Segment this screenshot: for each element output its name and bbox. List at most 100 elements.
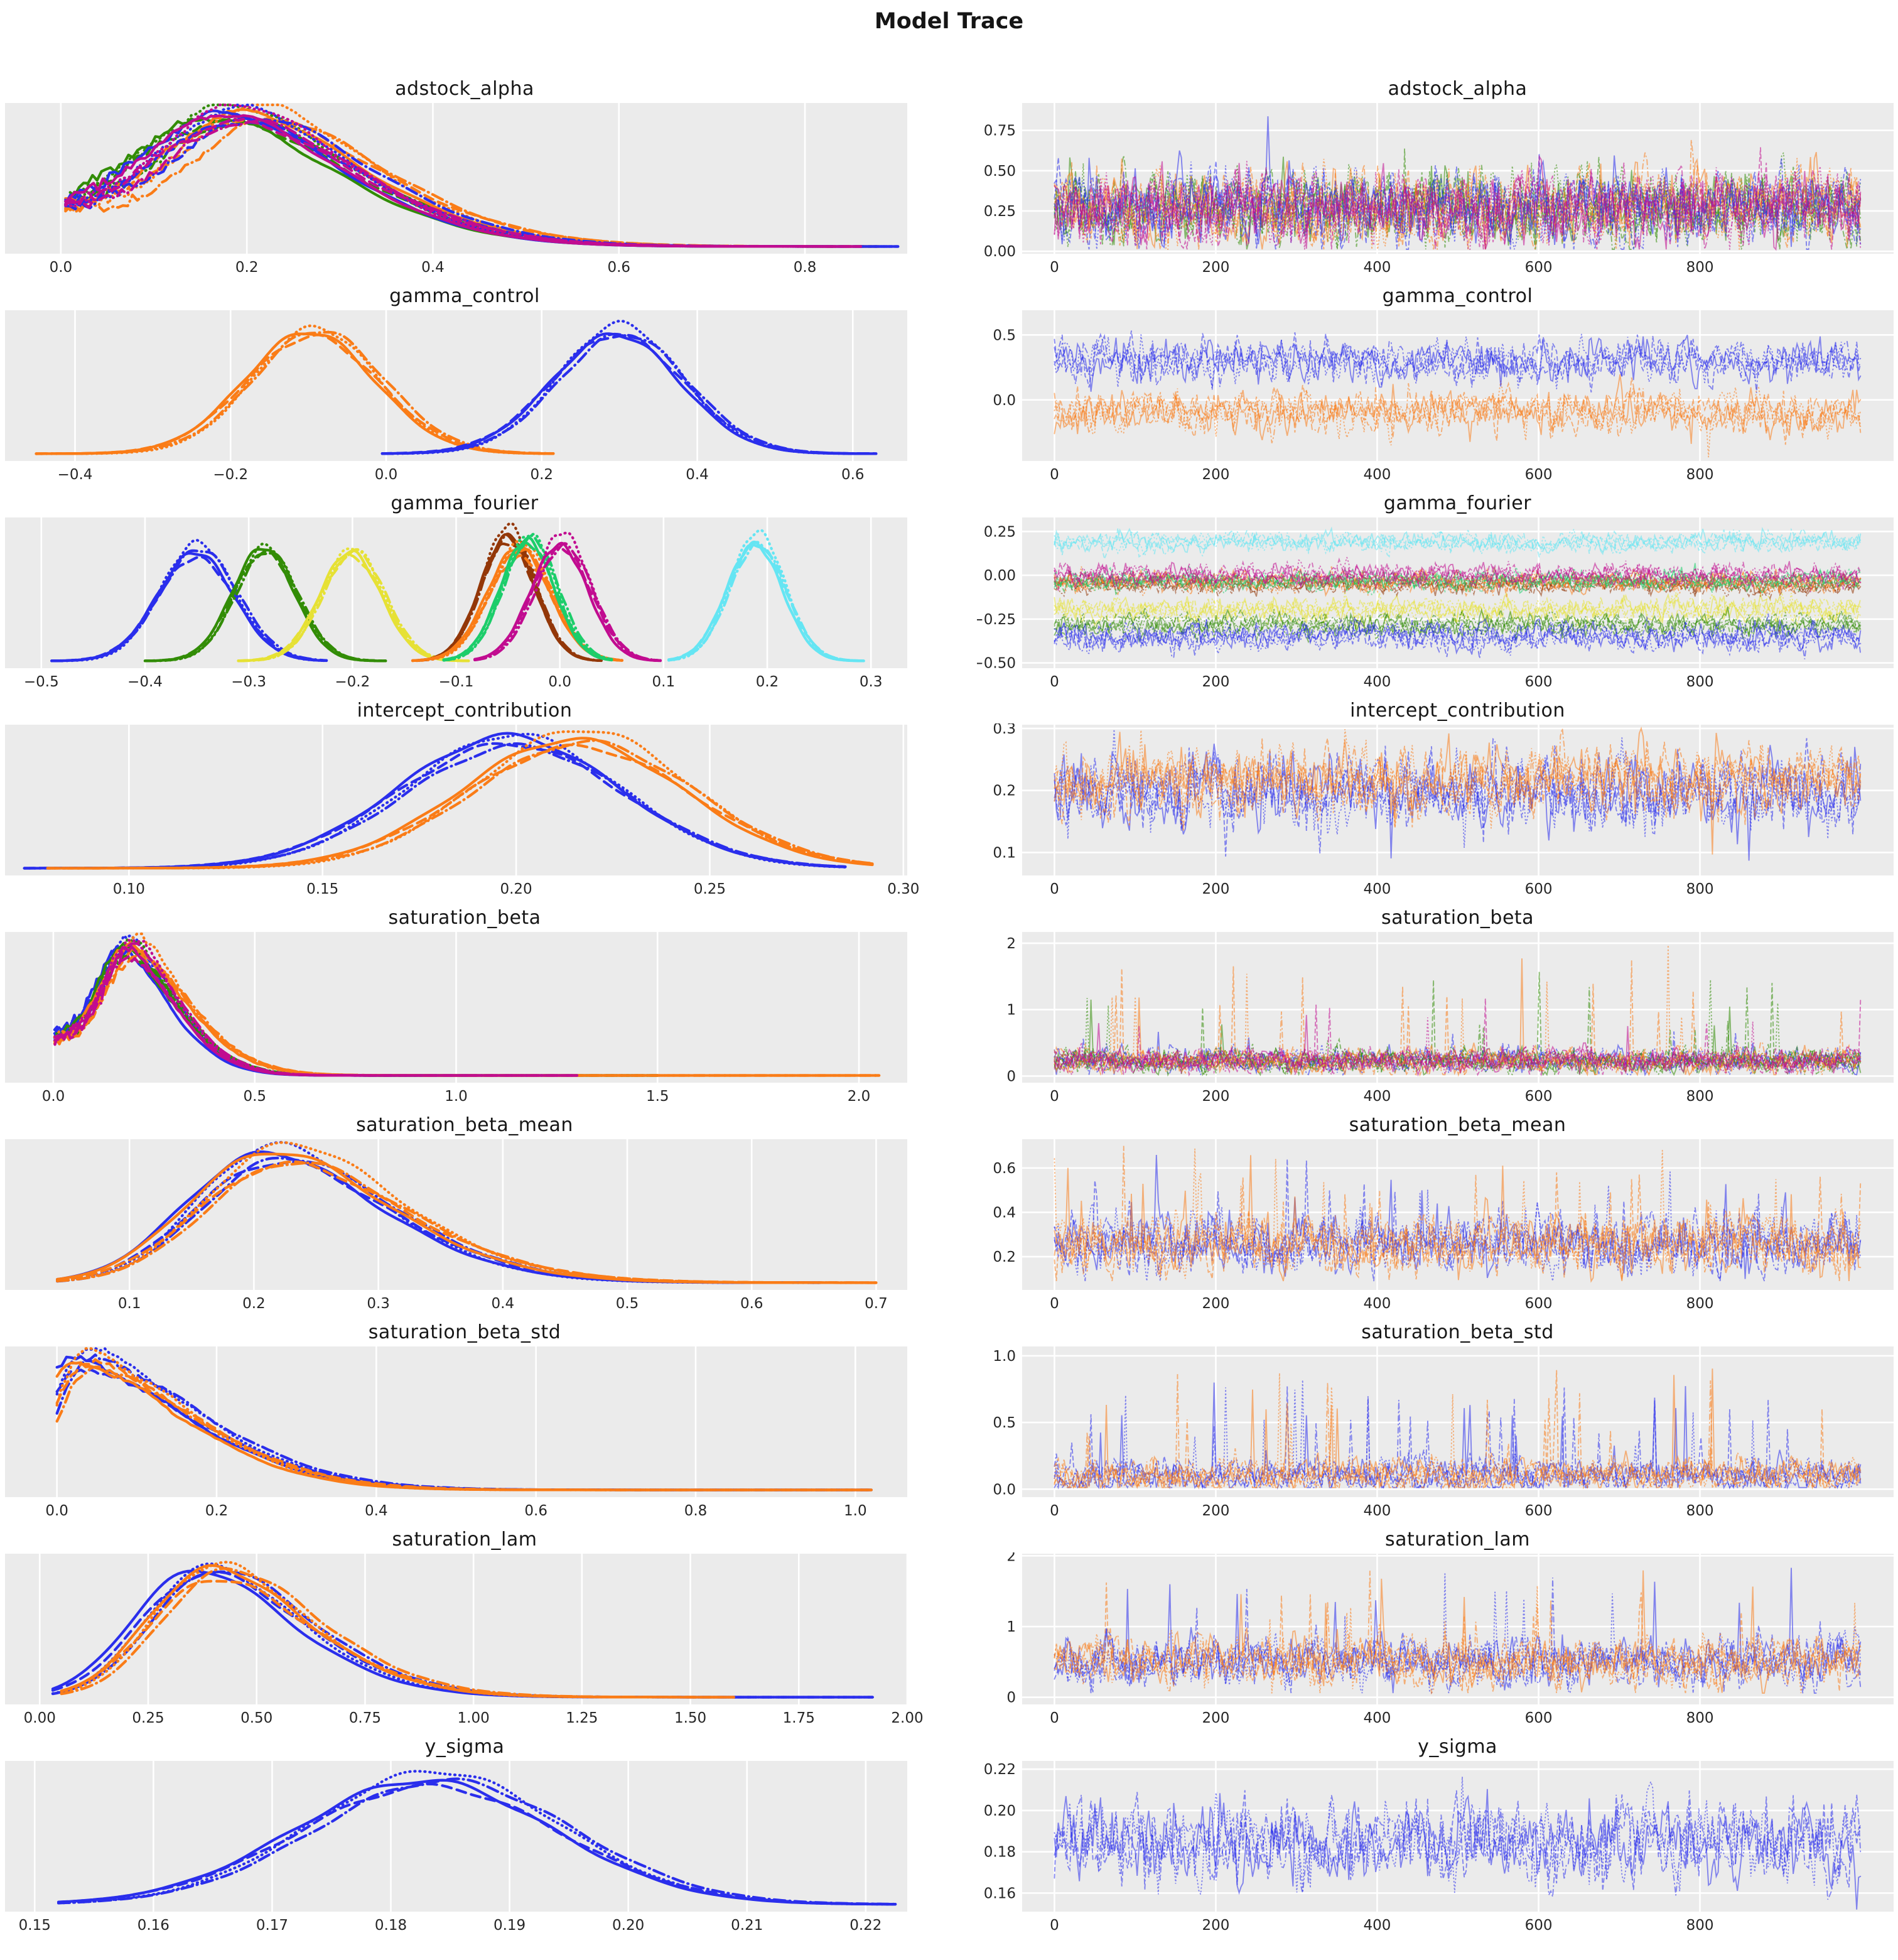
kde-curve-c1-chain-2 — [46, 730, 874, 870]
x-tick-label: 600 — [1525, 1503, 1553, 1517]
x-tick-label: 0.4 — [686, 467, 709, 481]
y-tick-label: 0.0 — [993, 393, 1016, 409]
y-tick-label: 0.00 — [984, 568, 1016, 584]
x-tick-label: 0.1 — [652, 674, 676, 688]
saturation_beta_std-kde-plot: 0.0 0.2 0.4 0.6 0.8 1.0 — [5, 1346, 907, 1517]
x-tick-label: 0.21 — [731, 1917, 763, 1932]
x-tick-label: 200 — [1202, 467, 1229, 481]
kde-curve-c7-chain-1 — [442, 541, 613, 661]
y-tick-label: −0.25 — [977, 612, 1016, 628]
kde-curve-c6-chain-3 — [237, 548, 470, 663]
x-tick-label: 0.75 — [349, 1710, 381, 1724]
x-tick-label: 400 — [1364, 1917, 1391, 1932]
subplot-title: gamma_fourier — [391, 492, 539, 514]
x-tick-label: 0.6 — [524, 1503, 547, 1517]
saturation_lam-trace-panel: saturation_lam 0 200 400 600 800 0 1 2 — [977, 1517, 1898, 1724]
trace-line-c6-chain-3 — [1054, 593, 1862, 629]
subplot-title: intercept_contribution — [1350, 699, 1565, 722]
trace-line-c5-chain-1 — [1054, 528, 1862, 561]
subplot-title: y_sigma — [1418, 1735, 1497, 1758]
gamma_fourier-kde-panel: gamma_fourier −0.5 −0.4 −0.3 −0.2 −0.1 0.0 0.1 0… — [0, 481, 929, 688]
x-tick-label: 0.2 — [205, 1503, 229, 1517]
saturation_lam-kde-panel: saturation_lam 0.00 0.25 0.50 0.75 1.00 1.25 1.… — [0, 1517, 929, 1724]
kde-curve-c3-chain-3 — [64, 118, 863, 248]
trace-line-c1-chain-2 — [1054, 1586, 1862, 1694]
y-tick-label: 0.2 — [993, 1249, 1016, 1265]
x-tick-label: 200 — [1202, 881, 1229, 896]
trace-line-c0-chain-3 — [1054, 619, 1862, 659]
x-tick-label: 400 — [1364, 467, 1391, 481]
y-tick-label: 0.25 — [984, 524, 1016, 540]
axes-background — [5, 1553, 907, 1704]
subplot-title: saturation_beta_std — [1361, 1321, 1554, 1343]
intercept_contribution-trace-plot: 0 200 400 600 800 0.1 0.2 0.3 — [993, 723, 1894, 896]
subplot-title: saturation_beta_std — [368, 1321, 561, 1343]
x-tick-label: 2.0 — [848, 1088, 871, 1103]
y_sigma-kde-plot: 0.15 0.16 0.17 0.18 0.19 0.20 0.21 0.22 — [5, 1760, 907, 1932]
y-tick-label: 1 — [1006, 1002, 1016, 1019]
x-tick-label: −0.4 — [58, 467, 93, 481]
trace-line-c0-chain-0 — [1054, 116, 1862, 249]
x-tick-label: 0 — [1050, 1503, 1059, 1517]
trace-line-c0-chain-3 — [1054, 332, 1862, 393]
saturation_lam-kde-plot: 0.00 0.25 0.50 0.75 1.00 1.25 1.50 1.75 2.00 — [5, 1553, 924, 1724]
intercept_contribution-kde-panel: intercept_contribution 0.10 0.15 0.20 0.25 0.… — [0, 688, 929, 896]
x-tick-label: 400 — [1364, 881, 1391, 896]
x-tick-label: 0 — [1050, 259, 1059, 274]
figure-row-saturation_beta_mean: saturation_beta_mean 0.1 0.2 0.3 0.4 0.5 0.6 0.… — [0, 1103, 1898, 1310]
gamma_control-trace-plot: 0 200 400 600 800 0.0 0.5 — [993, 310, 1894, 481]
adstock_alpha-kde-plot: 0.0 0.2 0.4 0.6 0.8 — [5, 102, 907, 274]
trace-line-c1-chain-1 — [1054, 738, 1862, 828]
figure-row-gamma_control: gamma_control −0.4 −0.2 0.0 0.2 0.4 0.6 gamma_c… — [0, 274, 1898, 481]
subplot-title: saturation_beta — [388, 906, 541, 929]
x-tick-label: 0.4 — [365, 1503, 388, 1517]
x-tick-label: 0.1 — [118, 1296, 141, 1310]
kde-curve-c1-chain-3 — [56, 1161, 878, 1284]
x-tick-label: 400 — [1364, 259, 1391, 274]
y-tick-label: 0 — [1006, 1068, 1016, 1085]
kde-curve-c0-chain-3 — [50, 549, 328, 663]
subplot-title: adstock_alpha — [395, 77, 534, 100]
saturation_beta_mean-kde-panel: saturation_beta_mean 0.1 0.2 0.3 0.4 0.5 0.6 0.… — [0, 1103, 929, 1310]
subplot-title: intercept_contribution — [357, 699, 573, 722]
y-tick-label: 0.6 — [993, 1161, 1016, 1177]
kde-curve-c0-chain-3 — [51, 1570, 874, 1699]
trace-line-c1-chain-3 — [1054, 1145, 1862, 1279]
x-tick-label: 0.0 — [50, 259, 73, 274]
x-tick-label: 0.15 — [306, 881, 338, 896]
y-tick-label: 2 — [1006, 936, 1016, 952]
gamma_fourier-trace-plot: 0 200 400 600 800 0.25 0.00 −0.25 −0.50 — [977, 517, 1894, 688]
trace-line-c0-chain-3 — [1054, 737, 1862, 853]
kde-curve-c1-chain-3 — [46, 739, 874, 870]
x-tick-label: 0 — [1050, 674, 1059, 688]
x-tick-label: 0.0 — [42, 1088, 65, 1103]
x-tick-label: 0.3 — [367, 1296, 390, 1310]
trace-line-c0-chain-2 — [1054, 619, 1862, 656]
x-tick-label: 1.50 — [674, 1710, 706, 1724]
x-tick-label: −0.3 — [231, 674, 266, 688]
x-tick-label: 0.4 — [421, 259, 445, 274]
trace-line-c0-chain-1 — [1054, 1159, 1862, 1282]
trace-line-c1-chain-0 — [1054, 1570, 1862, 1694]
trace-line-c3-chain-2 — [1054, 1017, 1862, 1076]
subplot-title: y_sigma — [424, 1735, 505, 1758]
trace-line-c1-chain-2 — [1054, 728, 1862, 828]
saturation_beta-kde-plot: 0.0 0.5 1.0 1.5 2.0 — [5, 931, 907, 1103]
gamma_control-trace-panel: gamma_control 0 200 400 600 800 0.0 0.5 — [977, 274, 1898, 481]
x-tick-label: 1.75 — [783, 1710, 815, 1724]
saturation_lam-trace-plot: 0 200 400 600 800 0 1 2 — [1006, 1552, 1894, 1724]
axes-background — [5, 1760, 907, 1912]
trace-line-c1-chain-3 — [1054, 1373, 1862, 1490]
x-tick-label: 600 — [1525, 1296, 1553, 1310]
intercept_contribution-trace-panel: intercept_contribution 0 200 400 600 800 0.1 0.… — [977, 688, 1898, 896]
trace-line-c0-chain-1 — [1054, 1386, 1862, 1490]
subplot-title: saturation_beta_mean — [356, 1113, 573, 1136]
gamma_fourier-trace-panel: gamma_fourier 0 200 400 600 800 0.25 0.00 −0.25 −… — [977, 481, 1898, 688]
subplot-title: gamma_control — [1382, 284, 1533, 307]
trace-line-c3-chain-3 — [1054, 1007, 1862, 1077]
x-tick-label: 0.3 — [860, 674, 883, 688]
x-tick-label: 600 — [1525, 674, 1553, 688]
x-tick-label: 0.18 — [375, 1917, 407, 1932]
x-tick-label: 0.0 — [548, 674, 571, 688]
gamma_control-kde-plot: −0.4 −0.2 0.0 0.2 0.4 0.6 — [5, 310, 907, 481]
